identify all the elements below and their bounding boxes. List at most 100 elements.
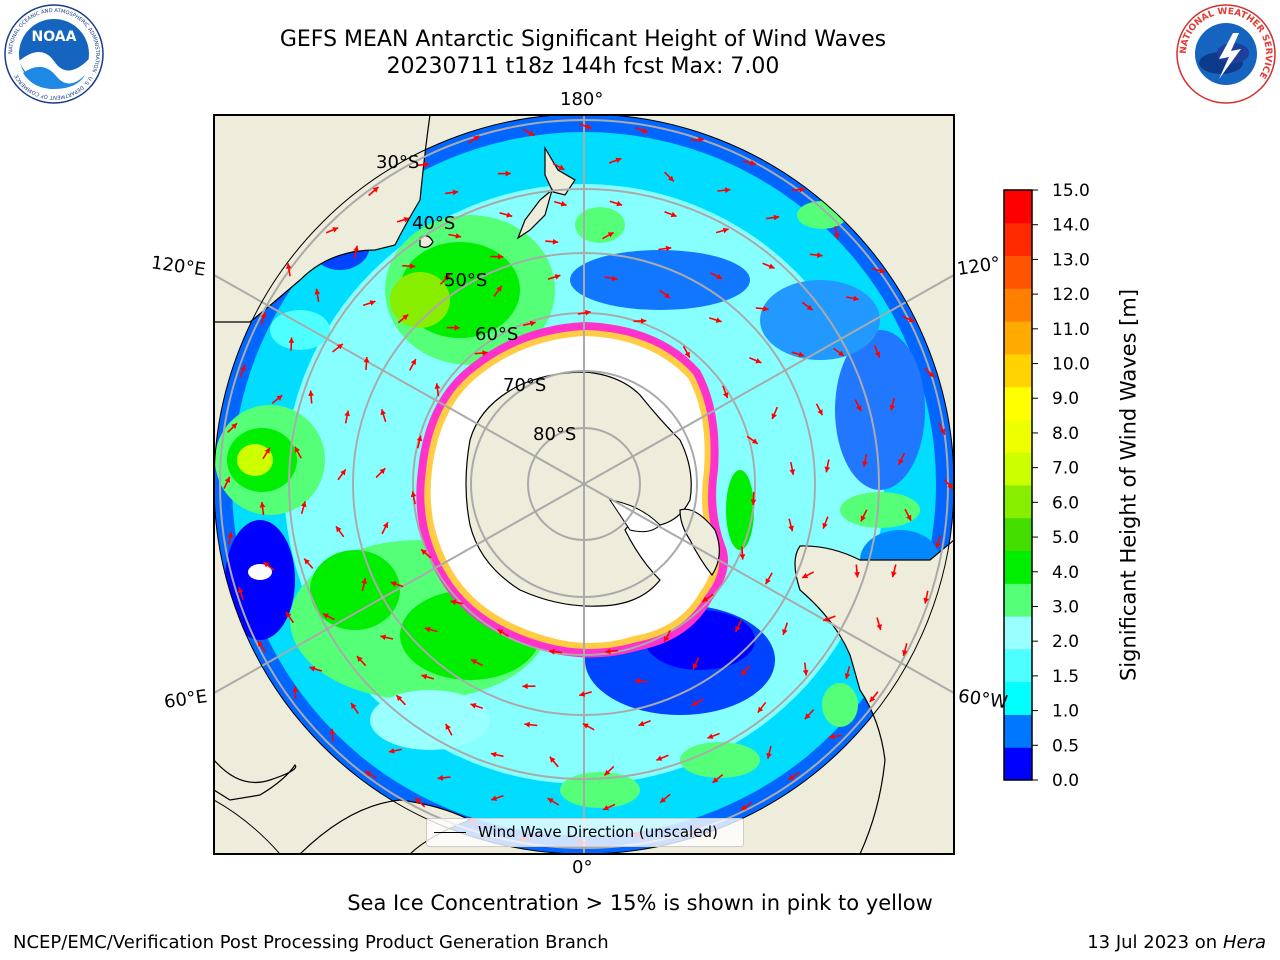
wave-arrow-head [860, 515, 866, 522]
wave-arrow-head [257, 641, 264, 647]
wave-arrow-head [558, 164, 565, 170]
wave-arrow-head [692, 663, 698, 670]
ross-ice-shelf [608, 499, 661, 533]
wave-arrow-head [585, 309, 591, 316]
wave-arrow-head [844, 673, 851, 679]
colorbar-segment [1004, 190, 1032, 224]
wave-arrow-head [906, 514, 912, 521]
wave-arrow-head [524, 721, 530, 728]
wave-arrow-head [838, 350, 845, 356]
wave-arrow-head [822, 522, 828, 529]
colorbar: 0.0 0.5 1.0 1.5 2.0 3.0 4.0 5.0 6.0 7.0 8.0 9.0 10.0… [1003, 181, 1090, 791]
wave-arrow-head [750, 499, 757, 505]
wave-arrow-head [552, 238, 559, 245]
wave-arrow-head [295, 446, 300, 453]
wave-arrow-head [902, 650, 908, 656]
colorbar-segment [1004, 583, 1032, 617]
wave-arrow-head [603, 805, 609, 811]
wave-arrow-head [304, 558, 310, 565]
wave-arrow-head [285, 263, 292, 269]
wave-arrow-head [497, 629, 504, 635]
wave-arrow-head [396, 695, 403, 702]
colorbar-segment [1004, 747, 1032, 781]
madagascar [214, 759, 297, 801]
wave-arrow-head [724, 187, 731, 193]
lon-label-180: 180° [560, 89, 604, 110]
wave-arrow-head [641, 127, 648, 134]
colorbar-label: Significant Height of Wind Waves [m] [1116, 288, 1141, 682]
colorbar-tick-label: 9.0 [1052, 389, 1079, 409]
wave-arrow-head [434, 383, 441, 389]
wave-arrow-head [421, 674, 428, 680]
map-legend: Wind Wave Direction (unscaled) [426, 818, 744, 847]
wave-arrow-head [891, 571, 897, 578]
wave-arrow-head [356, 656, 363, 662]
wave-arrow-head [755, 358, 762, 364]
wave-arrow-head [424, 626, 431, 633]
wave-arrow-head [380, 409, 386, 416]
wave-arrow-head [498, 253, 504, 260]
colorbar-tick-label: 1.5 [1052, 667, 1079, 687]
nz-north-island [544, 145, 576, 196]
wave-arrow-head [765, 578, 771, 585]
wave-arrow-head [702, 596, 709, 602]
wave-arrow-head [771, 413, 777, 420]
wave-arrow-head [788, 774, 795, 780]
wave-arrow-head [547, 798, 554, 804]
wave-arrow-head [409, 263, 416, 269]
run-system: Hera [1222, 932, 1266, 953]
wave-arrow-head [751, 438, 758, 444]
colorbar-tick-label: 2.0 [1052, 632, 1079, 652]
wave-arrow-head [879, 267, 886, 274]
wave-arrow-head [471, 659, 478, 665]
wave-arrow-head [788, 525, 794, 532]
wave-arrow-head [798, 351, 805, 358]
lat-label-80s: 80°S [533, 424, 577, 445]
colorbar-segment [1004, 386, 1032, 420]
wave-arrow-head [869, 696, 876, 702]
chart-subtitle: 20230711 t18z 144h fcst Max: 7.00 [386, 54, 780, 79]
wave-arrow-head [231, 423, 238, 429]
wave-arrow-head [611, 275, 618, 282]
colorbar-frame [1003, 189, 1033, 781]
wave-arrow-head [560, 201, 567, 207]
colorbar-tick-label: 11.0 [1052, 320, 1090, 340]
wave-arrow-head [288, 337, 295, 343]
wave-arrow-head [336, 526, 342, 533]
wave-arrow-head [698, 136, 704, 143]
wave-arrow-head [665, 245, 672, 252]
wave-arrow-head [264, 447, 270, 454]
colorbar-segment [1004, 616, 1032, 650]
wave-arrow-head [898, 458, 904, 465]
wave-arrow-head [554, 274, 561, 280]
wave-arrow-head [314, 288, 321, 295]
wave-arrow-head [889, 404, 896, 411]
colorbar-tick-label: 3.0 [1052, 597, 1079, 617]
wave-arrow-head [402, 314, 409, 321]
wave-arrow-head [240, 365, 246, 371]
wave-arrow-head [817, 409, 823, 416]
colorbar-segment [1004, 681, 1032, 715]
lat-label-60s: 60°S [475, 324, 519, 345]
colorbar-segment [1004, 648, 1032, 683]
wave-arrow-head [351, 702, 357, 709]
wave-arrow-head [828, 733, 835, 740]
lat-label-70s: 70°S [503, 375, 547, 396]
wave-arrow-head [506, 212, 513, 218]
wave-arrow-head [656, 755, 663, 761]
colorbar-segment [1004, 321, 1032, 355]
sea-ice-note: Sea Ice Concentration > 15% is shown in … [347, 891, 933, 915]
wave-arrow-head [353, 245, 359, 252]
colorbar-tick-label: 5.0 [1052, 528, 1079, 548]
wave-arrow-head [549, 756, 556, 763]
wave-arrow-head [716, 273, 723, 279]
colorbar-segment [1004, 485, 1032, 519]
wave-arrow-head [684, 351, 690, 358]
wave-arrow-head [634, 678, 641, 684]
wave-arrow-head [437, 775, 444, 781]
colorbar-segment [1004, 419, 1032, 453]
wave-arrow-head [735, 626, 741, 632]
wave-arrow-head [833, 233, 840, 239]
wave-arrow-head [382, 522, 389, 529]
wave-arrow-head [707, 733, 714, 739]
